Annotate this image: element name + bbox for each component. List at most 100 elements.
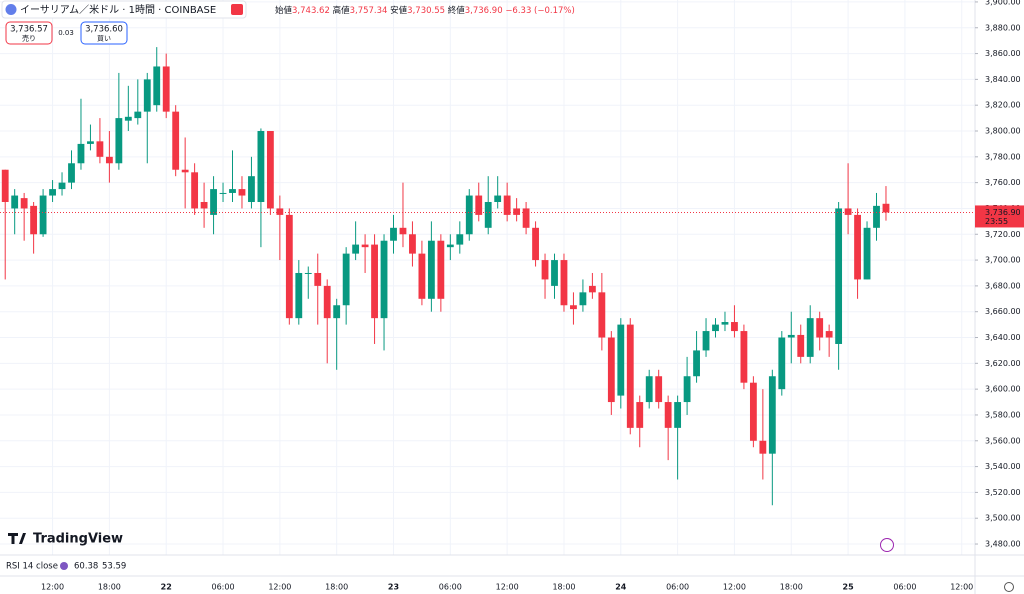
y-tick-label: 3,760.00 (985, 178, 1021, 187)
rsi-icon (60, 562, 68, 570)
candle-body (162, 66, 170, 112)
rsi-label: RSI 14 close (6, 562, 58, 572)
candle-body (210, 189, 217, 215)
x-tick-label: 22 (161, 583, 172, 592)
candle-body (153, 66, 161, 106)
candle-body (1, 169, 9, 202)
y-tick-label: 3,700.00 (985, 256, 1021, 265)
candle-body (664, 402, 672, 428)
candle-body (712, 324, 719, 332)
candle-body (276, 208, 284, 215)
y-tick-label: 3,820.00 (985, 101, 1021, 110)
settings-icon[interactable] (1004, 582, 1014, 592)
y-tick-label: 3,600.00 (985, 385, 1021, 394)
candle-body (579, 292, 587, 306)
candle-body (882, 203, 890, 213)
y-tick-label: 3,560.00 (985, 436, 1021, 445)
candle-body (257, 131, 265, 202)
candle-body (693, 350, 700, 377)
high: 3,757.34 (350, 6, 388, 16)
y-tick-label: 3,900.00 (985, 0, 1021, 6)
change: −6.33 (−0.17%) (505, 6, 575, 16)
candle-body (191, 172, 199, 209)
open: 3,743.62 (292, 6, 330, 16)
y-tick-label: 3,880.00 (985, 23, 1021, 32)
x-tick-label: 25 (843, 583, 855, 592)
candle-body (503, 195, 511, 215)
candle-body (115, 118, 123, 164)
buy-button[interactable] (80, 21, 128, 45)
candle-body (683, 376, 691, 403)
tv-logo (8, 533, 26, 544)
spread: 0.03 (58, 29, 74, 37)
candle-body (768, 376, 776, 454)
sell-price: 3,736.57 (10, 25, 48, 35)
y-tick-label: 3,500.00 (985, 514, 1021, 523)
last-price-label: 3,736.90 (985, 208, 1021, 217)
candle-body (484, 201, 492, 228)
candle-body (96, 141, 104, 157)
candle-body (825, 331, 833, 338)
candle-body (636, 402, 644, 428)
low: 3,730.55 (407, 6, 445, 16)
candles (0, 47, 975, 506)
candle-body (607, 337, 615, 403)
candle-body (229, 189, 236, 193)
candle-body (295, 272, 303, 319)
candle-body (721, 322, 729, 325)
candle-body (68, 163, 75, 183)
candle-body (674, 402, 682, 428)
symbol-box[interactable] (1, 0, 247, 19)
candle-body (863, 227, 871, 280)
candle-body (513, 208, 521, 215)
candle-body (418, 253, 426, 299)
candle-body (285, 214, 293, 319)
candle-body (787, 334, 795, 338)
candle-body (248, 176, 255, 202)
candle-body (361, 244, 369, 248)
x-tick-label: 18:00 (98, 583, 121, 592)
buy-label: 買い (97, 35, 111, 43)
candle-body (570, 305, 577, 310)
x-tick-label: 12:00 (41, 583, 64, 592)
candle-body (399, 227, 407, 235)
countdown: 23:55 (985, 217, 1008, 226)
candle-body (873, 205, 880, 228)
open-label: 始値 (275, 5, 293, 16)
candle-body (58, 182, 66, 190)
candle-body (30, 205, 38, 235)
candle-body (304, 272, 312, 274)
candle-body (494, 195, 502, 202)
candle-body (749, 382, 757, 441)
eth-icon (5, 4, 17, 15)
candle-body (816, 318, 824, 338)
candle-body (844, 208, 852, 215)
candle-body (380, 240, 388, 319)
candle-body (522, 208, 530, 228)
candle-body (588, 285, 596, 293)
x-tick-label: 18:00 (780, 583, 803, 592)
candle-body (759, 440, 767, 454)
y-tick-label: 3,720.00 (985, 230, 1021, 239)
x-tick-label: 12:00 (268, 583, 291, 592)
candle-body (266, 131, 274, 209)
sell-button[interactable] (5, 21, 53, 45)
x-tick-label: 12:00 (496, 583, 519, 592)
candle-body (181, 169, 189, 173)
last-price-box (975, 205, 1024, 228)
y-tick-label: 3,840.00 (985, 75, 1021, 84)
candle-body (238, 189, 246, 196)
candle-body (219, 192, 227, 194)
y-tick-label: 3,660.00 (985, 307, 1021, 316)
y-tick-label: 3,860.00 (985, 49, 1021, 58)
candle-body (806, 318, 814, 357)
grid (0, 0, 975, 555)
x-tick-label: 06:00 (893, 583, 916, 592)
y-tick-label: 3,580.00 (985, 410, 1021, 419)
alert-icon[interactable] (880, 538, 894, 552)
flag-icon[interactable] (231, 4, 243, 15)
candle-body (617, 324, 625, 396)
candle-body (437, 240, 445, 299)
